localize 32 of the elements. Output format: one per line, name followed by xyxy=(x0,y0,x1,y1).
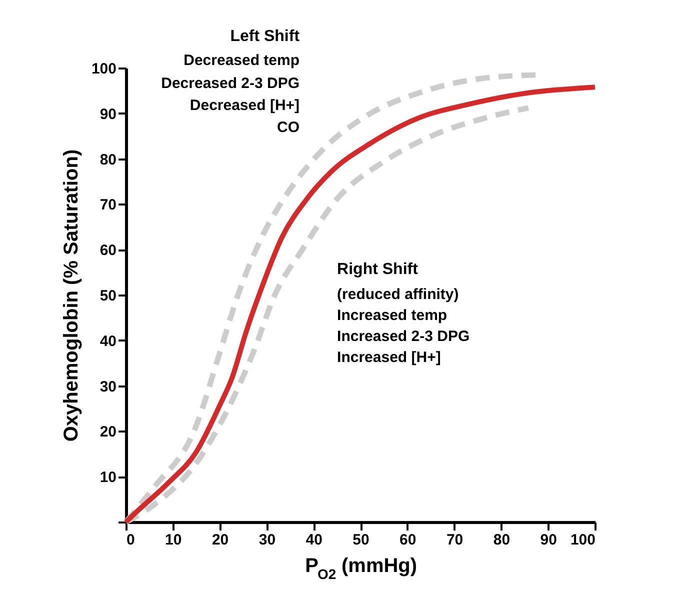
annotation: Decreased [H+] xyxy=(190,96,300,114)
annotation: Increased 2-3 DPG xyxy=(337,328,470,345)
x-tick-label: 80 xyxy=(493,532,510,548)
y-tick-label: 30 xyxy=(100,378,116,396)
x-tick-label: 90 xyxy=(540,532,557,548)
annotation: Decreased 2-3 DPG xyxy=(161,74,300,92)
x-tick-label: 60 xyxy=(400,532,416,548)
y-tick-label: 20 xyxy=(100,424,116,441)
y-tick-label: 100 xyxy=(91,60,116,78)
x-tick-label: 100 xyxy=(570,532,596,548)
annotation: Right Shift xyxy=(337,261,419,278)
y-tick-label: 40 xyxy=(100,332,116,350)
y-tick-label: 50 xyxy=(100,288,116,304)
annotation: CO xyxy=(277,119,300,136)
y-tick-label: 70 xyxy=(100,196,116,214)
annotation: Increased [H+] xyxy=(337,349,441,366)
x-tick-label: 30 xyxy=(258,532,276,548)
annotation: Decreased temp xyxy=(184,52,300,69)
x-tick-label: 10 xyxy=(165,532,182,548)
x-tick-label: 20 xyxy=(212,532,229,548)
y-axis-title: Oxyhemoglobin (% Saturation) xyxy=(60,149,82,442)
y-tick-label: 60 xyxy=(100,242,116,260)
y-tick-label: 80 xyxy=(100,151,116,168)
annotation: Increased temp xyxy=(337,306,448,324)
y-tick-label: 10 xyxy=(100,469,116,486)
x-tick-label: 70 xyxy=(446,532,464,548)
x-tick-label: 50 xyxy=(352,532,370,548)
annotation: (reduced affinity) xyxy=(337,286,459,304)
y-tick-label: 90 xyxy=(100,106,116,123)
x-tick-label: 0 xyxy=(126,532,135,548)
x-tick-label: 40 xyxy=(306,532,322,548)
text: Left Shift xyxy=(230,28,300,46)
